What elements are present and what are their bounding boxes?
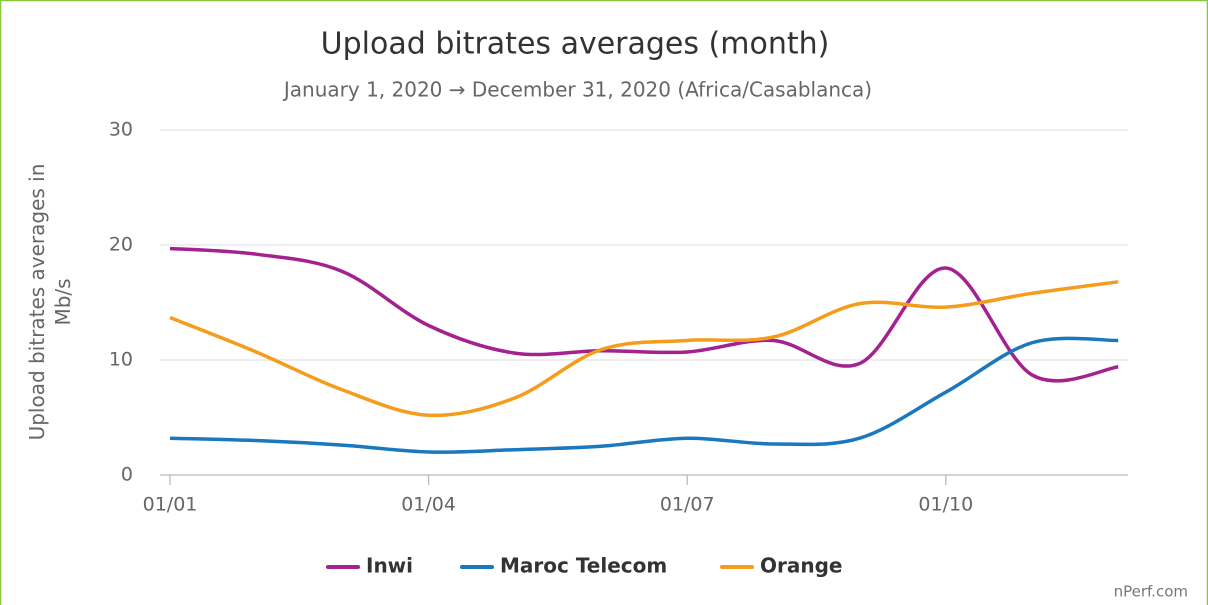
legend-label: Maroc Telecom (500, 554, 667, 578)
y-axis-label: Upload bitrates averages in Mb/s (25, 164, 75, 441)
credits: nPerf.com (1114, 583, 1188, 601)
y-tick-label: 10 (109, 349, 133, 371)
y-tick-label: 20 (109, 234, 133, 256)
y-tick-label: 30 (109, 119, 133, 141)
x-tick-label: 01/07 (660, 494, 715, 516)
legend-label: Orange (760, 554, 842, 578)
chart-subtitle: January 1, 2020 → December 31, 2020 (Afr… (282, 78, 872, 102)
x-tick-label: 01/01 (143, 494, 198, 516)
x-tick-label: 01/10 (918, 494, 973, 516)
y-tick-label: 0 (121, 464, 133, 486)
series-line (169, 280, 1119, 418)
series-line (169, 336, 1119, 454)
legend-label: Inwi (366, 554, 413, 578)
chart-title: Upload bitrates averages (month) (321, 27, 830, 62)
x-tick-label: 01/04 (401, 494, 456, 516)
series-line (169, 246, 1119, 383)
